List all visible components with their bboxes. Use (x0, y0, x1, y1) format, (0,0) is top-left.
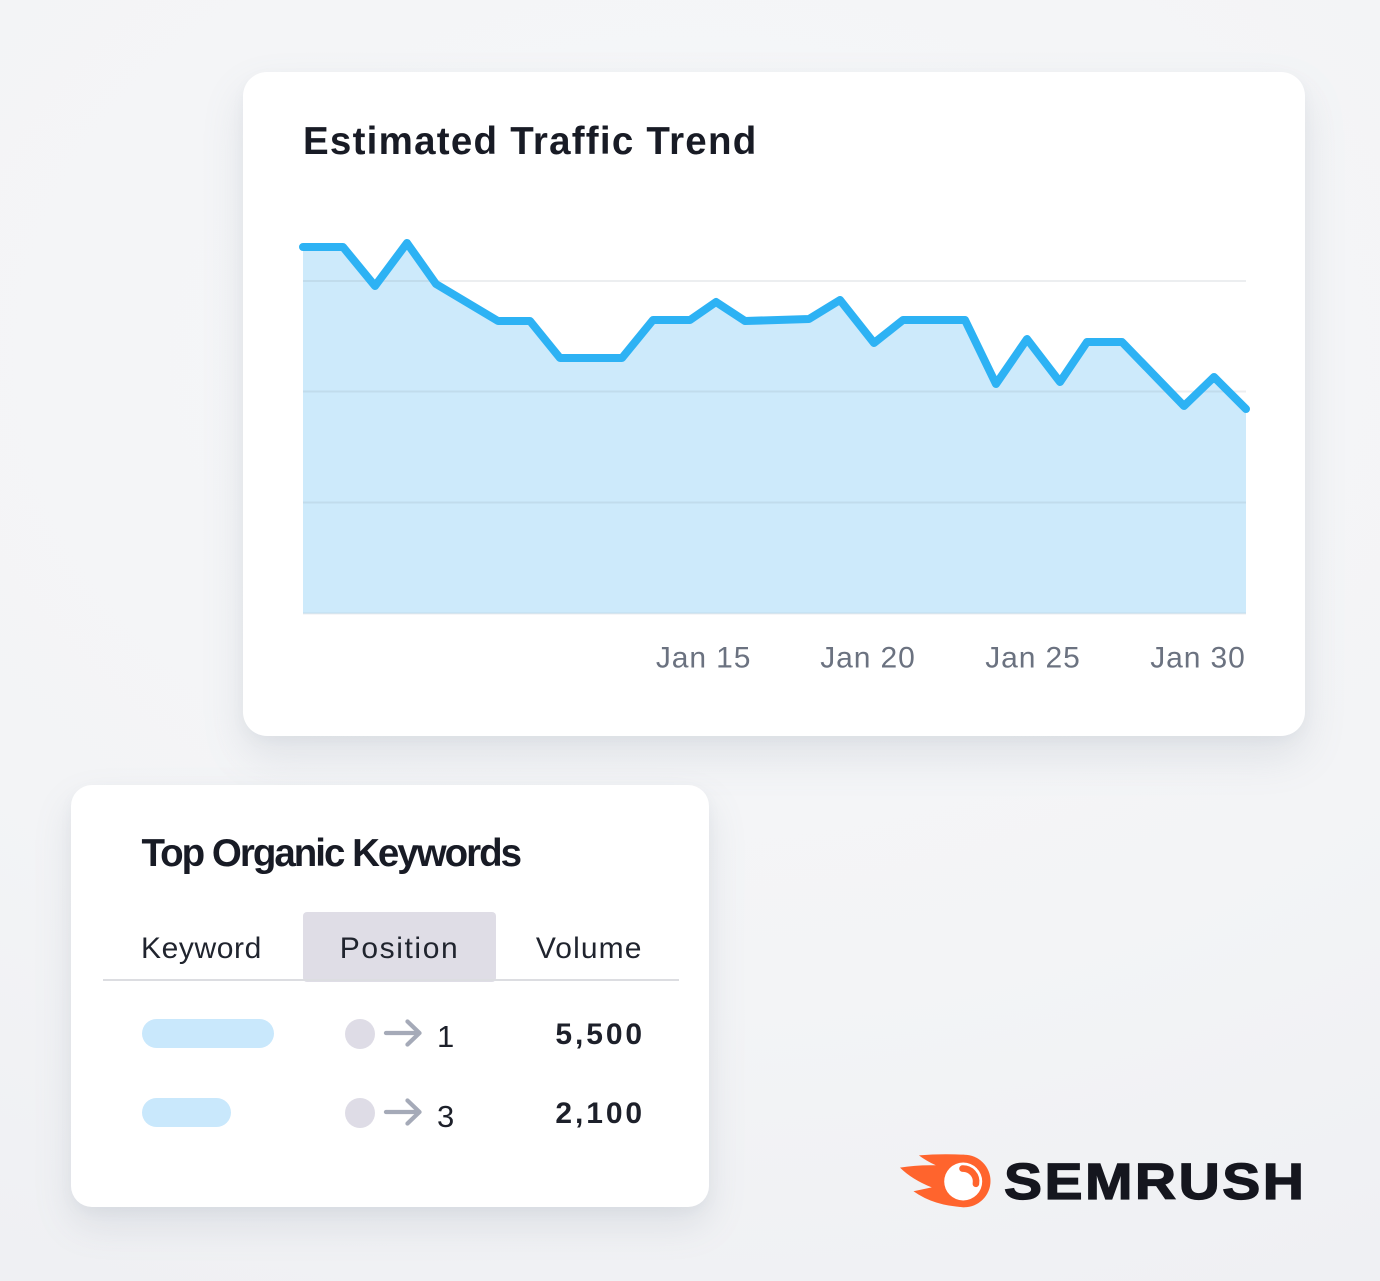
svg-text:Jan 15: Jan 15 (656, 642, 751, 675)
svg-text:Jan 30: Jan 30 (1150, 642, 1245, 675)
svg-text:Jan 25: Jan 25 (985, 642, 1080, 675)
svg-text:Jan 20: Jan 20 (820, 642, 915, 675)
